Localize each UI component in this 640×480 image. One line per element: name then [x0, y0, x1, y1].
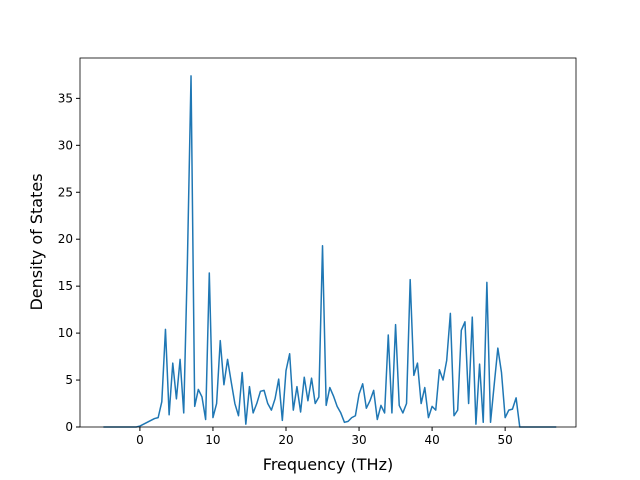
x-axis-label: Frequency (THz)	[263, 455, 393, 474]
x-tick-label: 50	[498, 433, 513, 447]
x-tick-label: 0	[136, 433, 144, 447]
x-tick-label: 40	[424, 433, 439, 447]
y-tick-label: 30	[58, 138, 73, 152]
series-line	[103, 75, 557, 428]
y-tick-label: 25	[58, 185, 73, 199]
y-tick-label: 5	[65, 373, 73, 387]
x-tick-label: 30	[351, 433, 366, 447]
y-tick-label: 15	[58, 279, 73, 293]
x-tick-label: 10	[205, 433, 220, 447]
y-tick-label: 10	[58, 326, 73, 340]
y-axis-label: Density of States	[27, 173, 46, 310]
plot-frame	[79, 57, 577, 428]
y-tick-label: 20	[58, 232, 73, 246]
x-tick-label: 20	[278, 433, 293, 447]
y-tick-label: 35	[58, 91, 73, 105]
y-tick-label: 0	[65, 420, 73, 434]
